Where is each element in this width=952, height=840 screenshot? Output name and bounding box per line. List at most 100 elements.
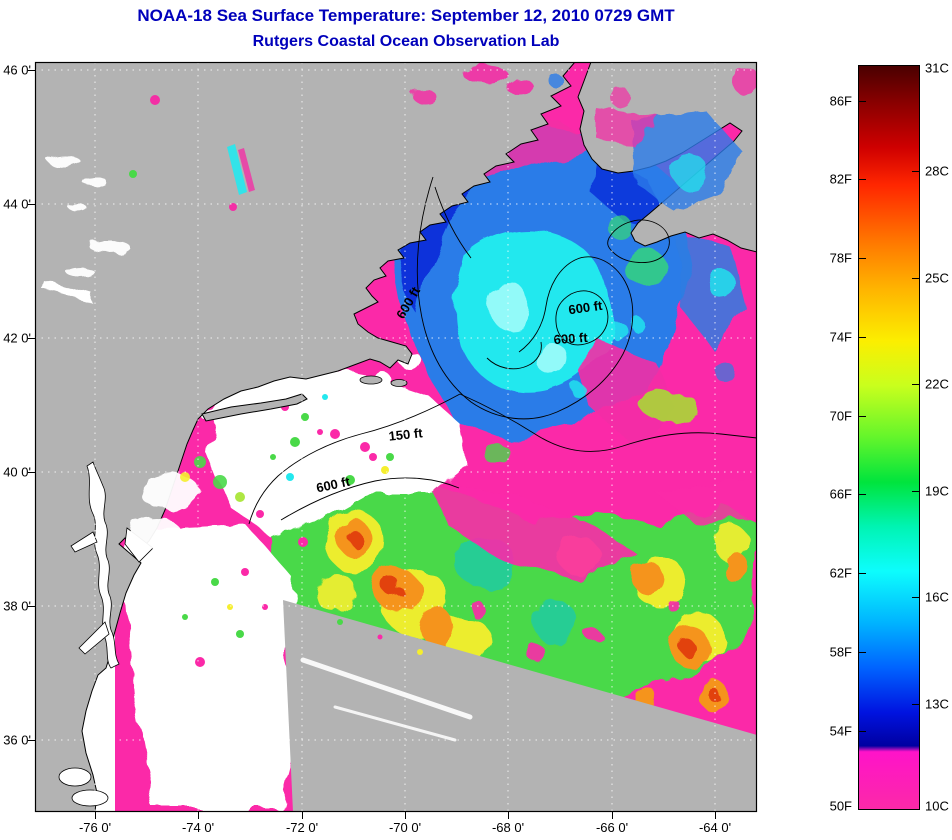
dot — [417, 649, 423, 655]
overland-data-layer — [41, 64, 757, 547]
x-axis-tick — [612, 812, 613, 819]
magenta-speck — [669, 601, 681, 613]
magenta-top-patch — [463, 64, 507, 84]
green-speck — [483, 440, 507, 464]
colorbar-gradient — [858, 65, 920, 810]
albemarle-sound — [58, 767, 92, 787]
magenta-speck — [467, 599, 483, 615]
colorbar-f-label: 50F — [829, 798, 852, 814]
magenta-over-maine — [413, 90, 437, 104]
magenta-streak-over-land — [238, 148, 255, 192]
contour-150ft-shelf-west — [248, 393, 461, 525]
y-axis-tick — [28, 204, 35, 205]
contour-150ft-shelf-east — [459, 393, 757, 452]
dot — [182, 614, 188, 620]
cloud-over-land — [90, 240, 130, 254]
dot — [262, 604, 268, 610]
warm-yellow-blob — [712, 524, 748, 560]
colorbar-c-label: 28C — [925, 163, 949, 179]
contour-layer — [248, 176, 757, 525]
dot — [330, 429, 340, 439]
x-tick-label-76: -76 0' — [78, 820, 112, 835]
magenta-speck — [588, 630, 602, 644]
cyan-speck — [573, 385, 587, 399]
cloud-over-land — [68, 203, 86, 211]
y-tick-label-44: 44 0' — [3, 196, 31, 212]
colorbar-c-label: 10C — [925, 798, 949, 814]
dot — [286, 473, 294, 481]
magenta-tongue — [425, 477, 635, 582]
dot — [180, 472, 190, 482]
y-axis-tick — [28, 70, 35, 71]
contour-coastal — [434, 186, 472, 259]
dot — [298, 537, 308, 547]
colorbar-f-label: 70F — [829, 408, 852, 424]
colorbar-tick — [912, 491, 919, 492]
x-axis-tick — [302, 812, 303, 819]
dot — [345, 475, 355, 485]
overland-speck-layer — [129, 95, 255, 502]
contour-600ft-basin — [416, 176, 634, 420]
x-tick-label-70: -70 0' — [388, 820, 422, 835]
colorbar-c-label: 25C — [925, 270, 949, 286]
y-axis-tick — [28, 338, 35, 339]
y-tick-label-40: 40 0' — [3, 464, 31, 480]
colorbar-f-label: 58F — [829, 644, 852, 660]
colorbar-tick — [859, 731, 866, 732]
dot — [301, 413, 309, 421]
plot-frame — [34, 61, 758, 813]
marthas-vineyard — [359, 375, 383, 385]
colorbar-tick — [912, 278, 919, 279]
x-tick-label-68: -68 0' — [491, 820, 525, 835]
colorbar-tick — [912, 704, 919, 705]
dot — [369, 453, 377, 461]
blue-top-patch — [548, 73, 562, 87]
magenta-over-fundy-coast — [595, 107, 660, 147]
colorbar-c-label: 22C — [925, 376, 949, 392]
x-axis-tick — [198, 812, 199, 819]
colorbar-tick — [859, 573, 866, 574]
y-axis-tick — [28, 472, 35, 473]
chesapeake-bay — [86, 461, 120, 669]
contour-600ft-northeast-loop — [607, 219, 670, 263]
magenta-speck — [526, 643, 544, 661]
cyan-streak-over-land — [227, 144, 247, 195]
james-river — [78, 621, 110, 655]
contour-label-600ft-d: 600 ft — [315, 474, 352, 496]
light-cyan-patch — [534, 341, 566, 373]
contour-600ft-loop — [555, 290, 609, 346]
dot — [195, 657, 205, 667]
colorbar-tick — [859, 494, 866, 495]
x-axis-tick — [715, 812, 716, 819]
figure-subtitle: Rutgers Coastal Ocean Observation Lab — [252, 33, 560, 50]
land-mainland — [35, 62, 576, 812]
eddy-orange — [631, 561, 663, 593]
dot — [150, 95, 160, 105]
colorbar-tick — [859, 179, 866, 180]
y-tick-label-36: 36 0' — [3, 732, 31, 748]
dot — [236, 630, 244, 638]
eddy-orange — [419, 609, 455, 645]
eddy-red-core — [679, 639, 695, 655]
y-tick-label-38: 38 0' — [3, 598, 31, 614]
dot — [213, 475, 227, 489]
map-area: 600 ft 600 ft 600 ft 150 ft 600 ft — [34, 61, 758, 813]
light-cyan-patch — [483, 280, 527, 324]
dot — [290, 437, 300, 447]
x-tick-label-64: -64 0' — [698, 820, 732, 835]
cloud-streak-over-land — [41, 280, 93, 302]
swath-edge-region — [283, 600, 757, 812]
colorbar-c-label: 19C — [925, 483, 949, 499]
x-axis-tick — [405, 812, 406, 819]
dot — [241, 568, 249, 576]
nantucket — [390, 379, 408, 387]
cyan-core — [454, 230, 611, 393]
map-layers: 600 ft 600 ft 600 ft 150 ft 600 ft — [35, 62, 757, 812]
magenta-corner-patch — [731, 66, 757, 94]
colorbar-c-label: 13C — [925, 696, 949, 712]
dot — [360, 442, 370, 452]
colorbar-tick — [859, 101, 866, 102]
warm-yellow-blob — [315, 572, 355, 612]
speckle-layer — [182, 394, 394, 667]
